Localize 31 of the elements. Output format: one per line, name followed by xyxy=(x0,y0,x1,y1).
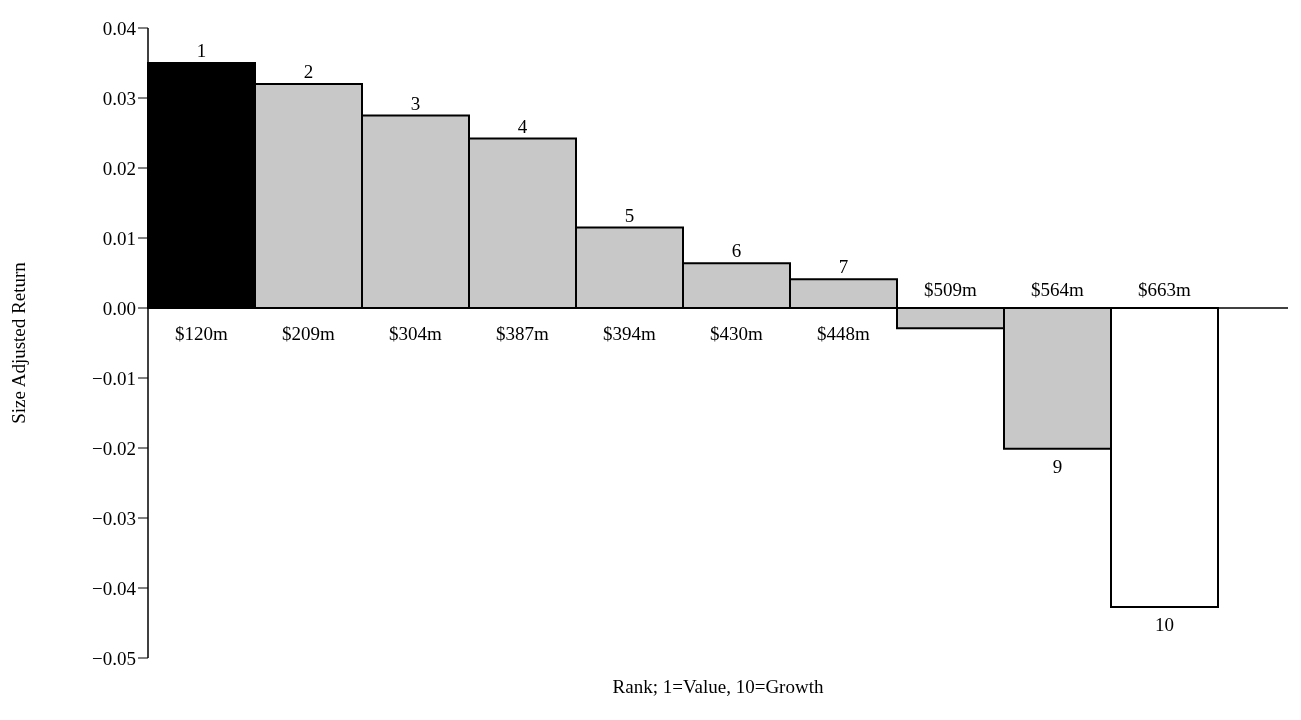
x-tick-label: $120m xyxy=(175,323,229,344)
annotation: 5 xyxy=(624,204,635,226)
x-tick-label: $209m xyxy=(282,323,336,344)
annotation: 2 xyxy=(303,61,314,82)
y-tick-label: 0.03 xyxy=(102,87,136,109)
annotation: 6 xyxy=(731,240,742,262)
y-tick-label: 0.01 xyxy=(102,227,136,249)
y-tick-label: −0.02 xyxy=(92,437,136,459)
x-tick-label: $304m xyxy=(389,323,443,344)
y-tick-label: −0.03 xyxy=(92,507,136,529)
annotation: 7 xyxy=(838,256,849,278)
y-tick-label: −0.04 xyxy=(92,577,137,599)
x-tick-label: $430m xyxy=(710,323,764,344)
annotation: 3 xyxy=(410,92,421,114)
x-tick-label: $663m xyxy=(1138,279,1192,300)
x-tick-label: $394m xyxy=(603,323,657,344)
y-axis-title: Size Adjusted Return xyxy=(7,261,29,424)
y-tick-label: −0.01 xyxy=(92,367,136,389)
y-tick-label: −0.05 xyxy=(92,647,136,669)
annotation: 1 xyxy=(196,40,207,61)
y-tick-label: 0.02 xyxy=(102,157,136,179)
y-tick-label: 0.04 xyxy=(102,17,137,39)
y-tick-label: 0.00 xyxy=(102,297,136,319)
x-axis-title: Rank; 1=Value, 10=Growth xyxy=(612,676,824,697)
x-tick-label: $448m xyxy=(817,323,871,344)
annotation: 4 xyxy=(517,115,528,137)
annotation: 9 xyxy=(1052,455,1063,477)
annotation: 10 xyxy=(1155,613,1174,635)
x-tick-label: $509m xyxy=(924,279,978,300)
x-tick-label: $564m xyxy=(1031,279,1085,300)
x-tick-label: $387m xyxy=(496,323,550,344)
